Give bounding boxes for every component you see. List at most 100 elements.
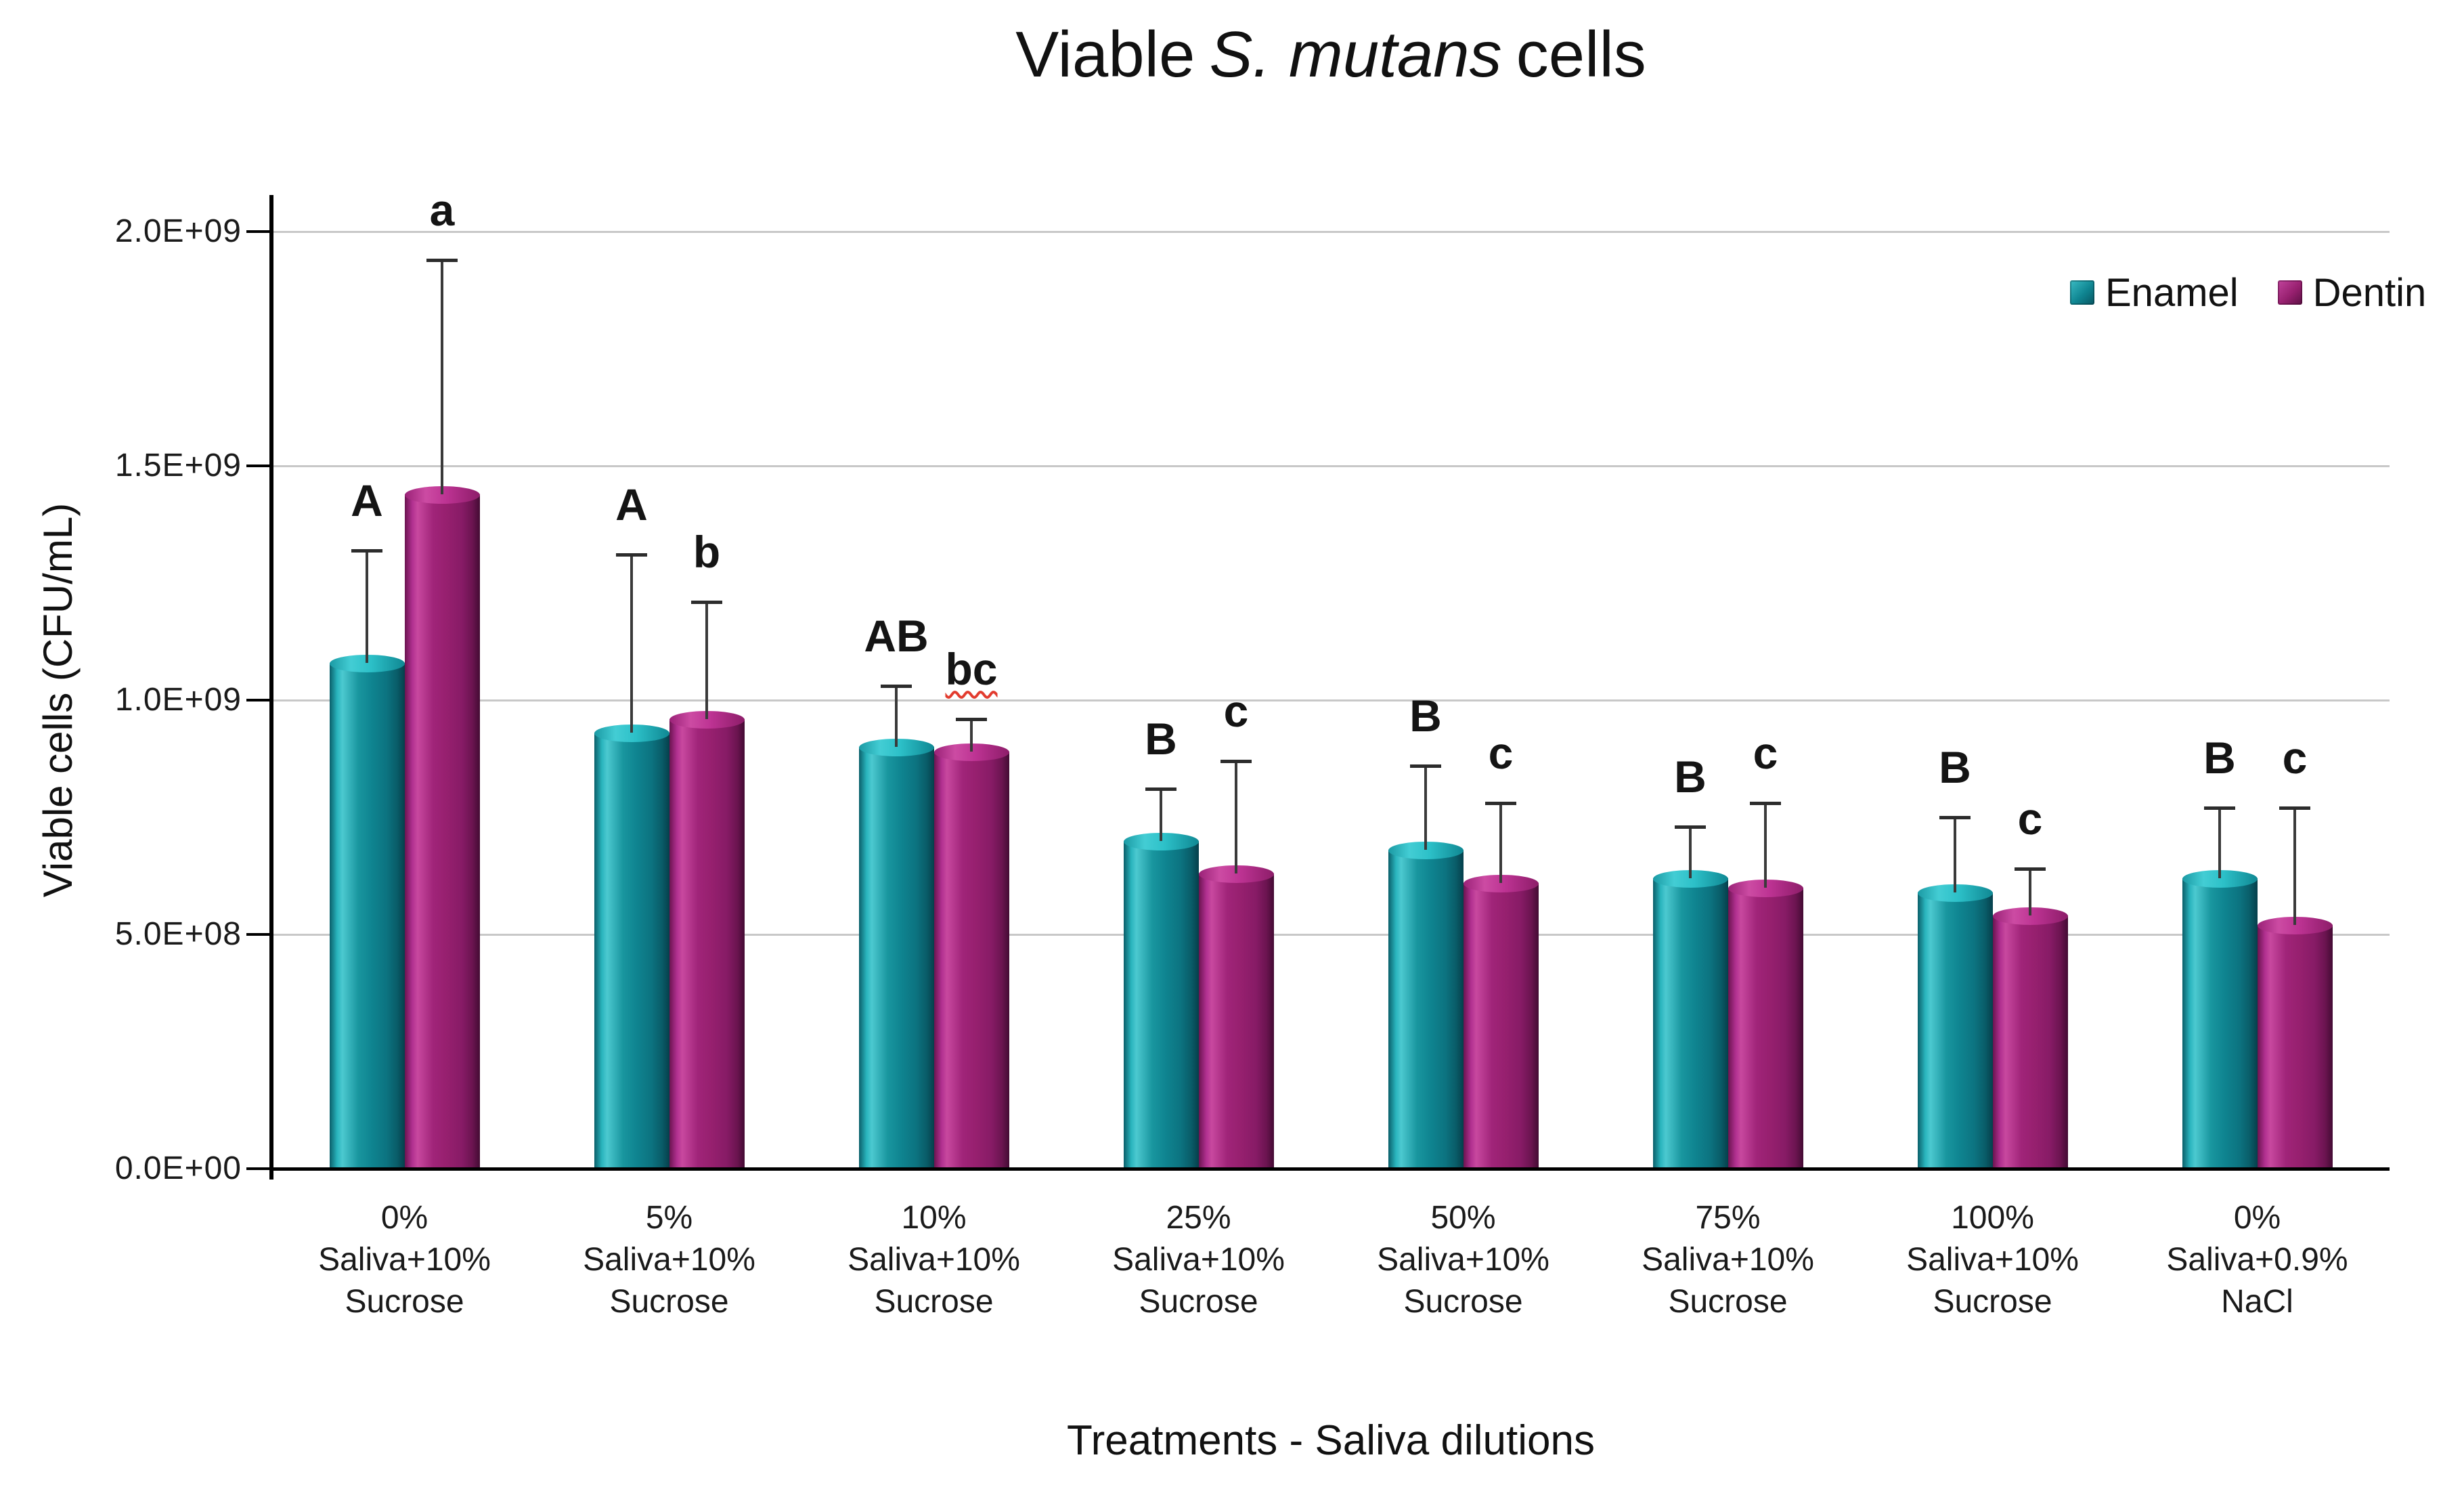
x-category-label-line: Sucrose <box>1668 1284 1788 1320</box>
significance-letter-dentin: c <box>2282 733 2308 783</box>
y-axis-tick <box>246 230 272 233</box>
x-category-label: 75% Saliva+10% Sucrose <box>1596 1197 1860 1323</box>
error-bar-cap-dentin <box>691 600 722 604</box>
y-tick-label: 2.0E+09 <box>114 213 242 249</box>
bar-enamel <box>329 654 405 1169</box>
gridline <box>272 465 2390 467</box>
chart-title-prefix: Viable <box>1015 18 1195 91</box>
x-category-label-line: Saliva+10% <box>1377 1242 1549 1278</box>
bar-dentin <box>933 743 1009 1169</box>
significance-letter-dentin: c <box>1753 728 1778 779</box>
x-category-label-line: 25% <box>1166 1200 1231 1236</box>
significance-letter-enamel: A <box>615 479 648 530</box>
x-category-label-line: Sucrose <box>1933 1284 2052 1320</box>
error-bar-enamel <box>1954 817 1956 892</box>
x-category-label-line: 50% <box>1430 1200 1496 1236</box>
chart-title-suffix: cells <box>1516 18 1646 91</box>
x-category-label: 5% Saliva+10% Sucrose <box>537 1197 801 1323</box>
y-axis-tick <box>246 1167 272 1170</box>
error-bar-enamel <box>895 686 898 748</box>
y-axis-line <box>269 195 273 1180</box>
error-bar-cap-dentin <box>1485 802 1516 806</box>
error-bar-cap-enamel <box>1410 764 1441 768</box>
y-axis-tick <box>246 699 272 701</box>
x-category-label-line: Saliva+10% <box>583 1242 755 1278</box>
x-category-label: 25% Saliva+10% Sucrose <box>1066 1197 1331 1323</box>
legend: Enamel Dentin <box>2070 270 2426 316</box>
x-category-label-line: 75% <box>1695 1200 1761 1236</box>
x-category-label-line: Sucrose <box>874 1284 994 1320</box>
significance-letter-enamel: B <box>1674 751 1707 802</box>
chart-title: Viable S. mutans cells <box>272 18 2390 92</box>
bar-enamel <box>594 725 669 1169</box>
error-bar-enamel <box>1689 826 1692 878</box>
bar-enamel <box>1123 832 1199 1169</box>
significance-letter-dentin: bc <box>945 643 998 694</box>
significance-letter-dentin: b <box>692 526 721 577</box>
error-bar-dentin <box>1764 803 1767 888</box>
x-category-label-line: Saliva+10% <box>318 1242 491 1278</box>
x-category-label-line: Saliva+0.9% <box>2166 1242 2348 1278</box>
error-bar-enamel <box>1160 789 1162 841</box>
x-category-label-line: Saliva+10% <box>1642 1242 1814 1278</box>
bar-dentin <box>1728 879 1803 1169</box>
error-bar-dentin <box>441 259 443 494</box>
error-bar-dentin <box>2029 869 2031 916</box>
x-category-label-line: 10% <box>901 1200 967 1236</box>
x-category-label: 50% Saliva+10% Sucrose <box>1331 1197 1596 1323</box>
error-bar-enamel <box>2218 808 2221 878</box>
significance-letter-enamel: A <box>351 475 383 525</box>
x-category-label-line: Saliva+10% <box>848 1242 1020 1278</box>
error-bar-dentin <box>1235 760 1237 874</box>
error-bar-cap-enamel <box>616 553 647 557</box>
x-category-label: 100% Saliva+10% Sucrose <box>1860 1197 2125 1323</box>
x-category-label: 0% Saliva+0.9% NaCl <box>2125 1197 2390 1323</box>
gridline <box>272 933 2390 936</box>
error-bar-cap-dentin <box>2279 806 2310 811</box>
significance-letter-dentin: c <box>1223 685 1249 736</box>
gridline <box>272 230 2390 233</box>
error-bar-cap-enamel <box>1939 816 1971 819</box>
significance-letter-enamel: B <box>1939 742 1971 792</box>
error-bar-cap-enamel <box>1675 825 1706 829</box>
error-bar-cap-enamel <box>2204 806 2235 811</box>
x-category-label-line: 5% <box>645 1200 693 1236</box>
x-category-label-line: Sucrose <box>1403 1284 1523 1320</box>
bar-enamel <box>1652 869 1728 1169</box>
significance-letter-enamel: B <box>1145 714 1177 764</box>
bar-enamel <box>1388 842 1464 1169</box>
significance-letter-dentin: c <box>2017 794 2043 844</box>
y-axis-tick <box>246 465 272 467</box>
error-bar-enamel <box>630 555 633 733</box>
x-category-label-line: 0% <box>380 1200 428 1236</box>
x-category-label-line: 0% <box>2233 1200 2281 1236</box>
legend-item-enamel: Enamel <box>2070 270 2239 316</box>
error-bar-enamel <box>366 550 368 663</box>
bar-dentin <box>1992 907 2068 1169</box>
error-bar-dentin <box>2293 808 2296 926</box>
x-category-label-line: 100% <box>1951 1200 2034 1236</box>
bar-dentin <box>669 710 745 1169</box>
error-bar-dentin <box>1499 803 1502 883</box>
error-bar-cap-enamel <box>351 548 382 553</box>
error-bar-cap-enamel <box>1145 787 1176 792</box>
bar-enamel <box>2182 869 2258 1169</box>
x-category-label-line: Sucrose <box>345 1284 464 1320</box>
enamel-swatch-icon <box>2070 280 2094 305</box>
chart-title-species-italic: S. mutans <box>1209 18 1502 91</box>
x-category-label-line: NaCl <box>2221 1284 2293 1320</box>
gridline <box>272 699 2390 701</box>
x-axis-title: Treatments - Saliva dilutions <box>1067 1417 1595 1464</box>
error-bar-dentin <box>705 601 708 719</box>
x-category-label-line: Sucrose <box>1139 1284 1258 1320</box>
significance-letter-enamel: B <box>2203 733 2236 783</box>
bar-dentin <box>404 485 480 1169</box>
bar-dentin <box>2257 917 2333 1169</box>
x-category-label-line: Saliva+10% <box>1906 1242 2079 1278</box>
significance-letter-dentin: a <box>429 184 455 235</box>
error-bar-dentin <box>970 718 973 752</box>
y-tick-label: 1.0E+09 <box>114 682 242 718</box>
bar-enamel <box>858 739 934 1169</box>
